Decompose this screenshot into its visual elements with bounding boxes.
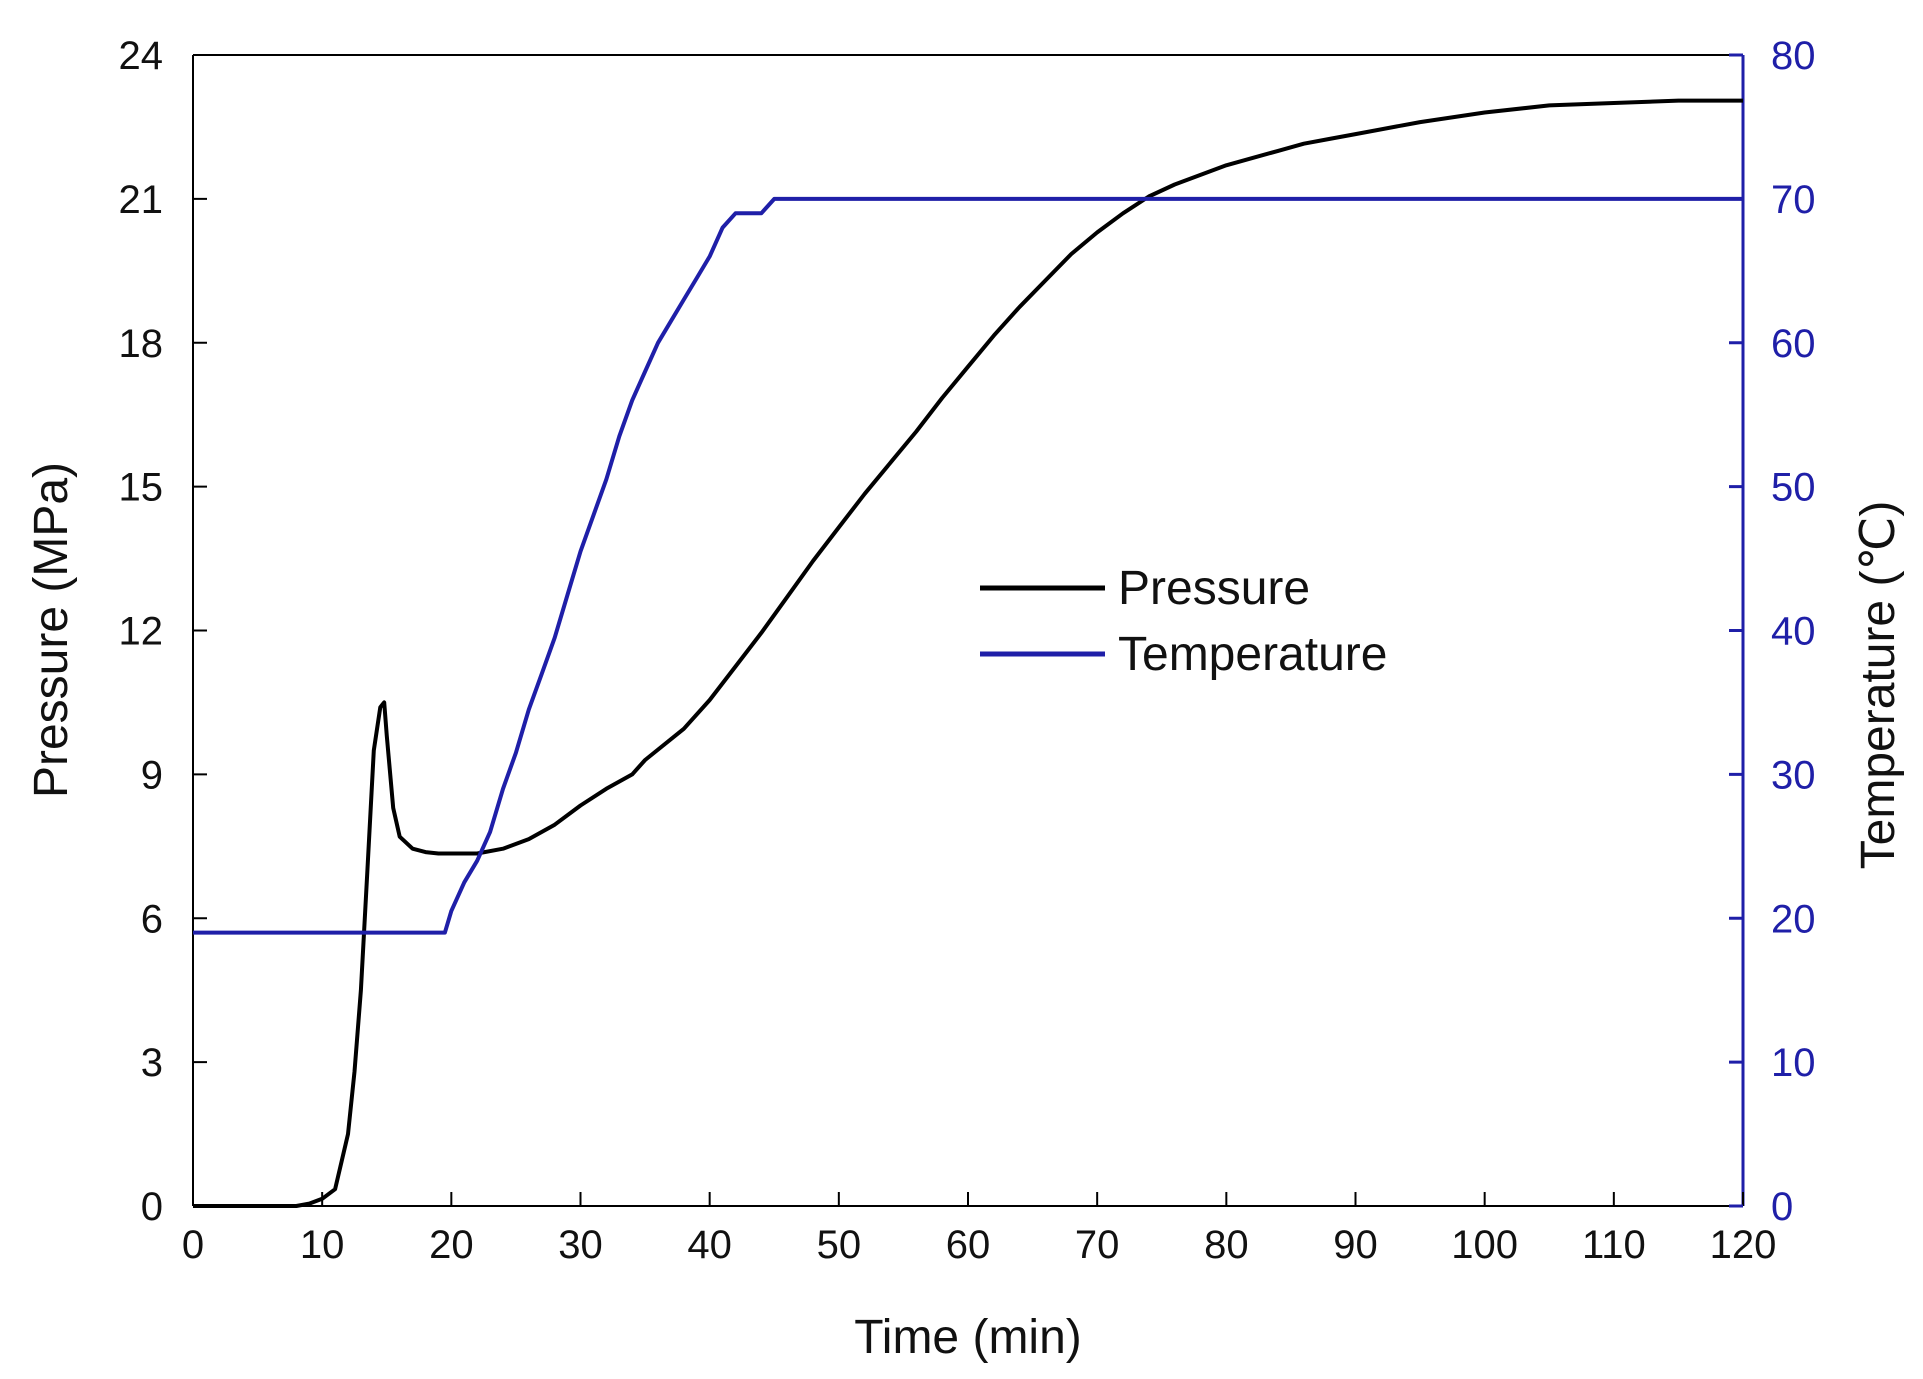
x-tick-label: 10 xyxy=(300,1223,345,1267)
x-tick-label: 110 xyxy=(1582,1223,1646,1267)
temperature-series-line xyxy=(193,196,1743,935)
left-y-tick-label: 3 xyxy=(141,1041,163,1085)
right-y-tick-label: 20 xyxy=(1771,897,1816,941)
x-tick-label: 100 xyxy=(1451,1223,1518,1267)
x-tick-label: 80 xyxy=(1204,1223,1249,1267)
left-y-tick-label: 21 xyxy=(119,178,164,222)
right-y-tick-label: 30 xyxy=(1771,753,1816,797)
legend-temperature-label: Temperature xyxy=(1118,628,1387,681)
x-tick-label: 40 xyxy=(687,1223,732,1267)
left-y-tick-label: 24 xyxy=(119,34,164,78)
right-y-tick-label: 0 xyxy=(1771,1185,1793,1229)
x-axis-title: Time (min) xyxy=(854,1311,1082,1364)
x-tick-label: 120 xyxy=(1710,1223,1777,1267)
right-y-tick-label: 70 xyxy=(1771,178,1816,222)
right-y-tick-label: 40 xyxy=(1771,610,1816,654)
right-y-tick-label: 10 xyxy=(1771,1041,1816,1085)
x-tick-label: 20 xyxy=(429,1223,474,1267)
pressure-series-line xyxy=(193,98,1743,1208)
right-y-tick-label: 50 xyxy=(1771,466,1816,510)
x-tick-label: 90 xyxy=(1333,1223,1378,1267)
left-axis-ticks: 0 3 6 9 12 15 18 21 24 xyxy=(119,34,207,1229)
left-y-tick-label: 18 xyxy=(119,322,164,366)
left-y-tick-label: 9 xyxy=(141,753,163,797)
left-y-tick-label: 0 xyxy=(141,1185,163,1229)
left-y-tick-label: 12 xyxy=(119,610,164,654)
left-y-tick-label: 6 xyxy=(141,897,163,941)
x-tick-label: 50 xyxy=(817,1223,862,1267)
legend-pressure-label: Pressure xyxy=(1118,562,1310,615)
left-y-tick-label: 15 xyxy=(119,466,164,510)
x-tick-label: 0 xyxy=(182,1223,204,1267)
x-axis-ticks: 0 10 20 30 40 50 60 70 80 90 100 110 120 xyxy=(182,1192,1777,1267)
x-tick-label: 70 xyxy=(1075,1223,1120,1267)
left-axis-title: Pressure (MPa) xyxy=(25,462,78,798)
x-tick-label: 60 xyxy=(946,1223,991,1267)
x-tick-label: 30 xyxy=(558,1223,603,1267)
right-axis-ticks: 0 10 20 30 40 50 60 70 80 xyxy=(1729,34,1816,1229)
right-axis-title: Temperature (℃) xyxy=(1852,501,1905,870)
legend: Pressure Temperature xyxy=(980,562,1387,681)
right-y-tick-label: 80 xyxy=(1771,34,1816,78)
right-y-tick-label: 60 xyxy=(1771,322,1816,366)
